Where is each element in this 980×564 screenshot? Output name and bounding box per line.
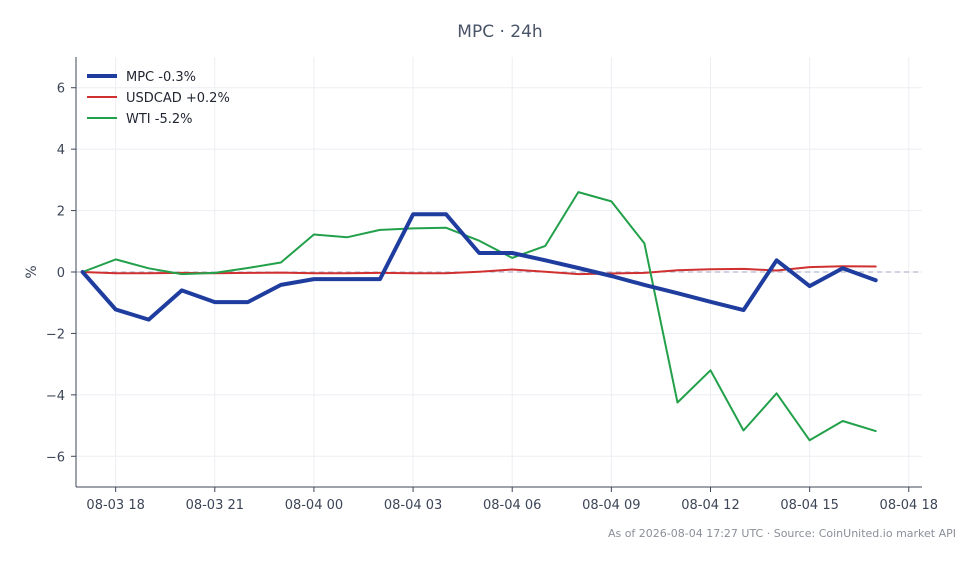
y-tick-label: −4 xyxy=(46,389,65,404)
chart-title: MPC · 24h xyxy=(457,22,542,42)
series-line-mpc xyxy=(80,212,878,322)
y-tick-label: −2 xyxy=(46,327,65,342)
x-tick-label: 08-04 12 xyxy=(681,498,739,513)
x-tick-label: 08-04 18 xyxy=(880,498,938,513)
x-tick-label: 08-04 03 xyxy=(384,498,442,513)
y-axis-label: % xyxy=(24,265,40,278)
x-tick-label: 08-03 21 xyxy=(186,498,244,513)
x-tick-label: 08-04 00 xyxy=(285,498,343,513)
legend-label-wti: WTI -5.2% xyxy=(126,112,192,127)
y-tick-label: 2 xyxy=(57,205,65,220)
axes xyxy=(71,57,922,492)
y-tick-label: 6 xyxy=(57,82,65,97)
y-tick-label: 4 xyxy=(57,143,65,158)
footer-source: As of 2026-08-04 17:27 UTC · Source: Coi… xyxy=(608,527,956,540)
x-tick-label: 08-04 15 xyxy=(780,498,838,513)
series-line-wti xyxy=(81,191,877,442)
y-tick-label: −6 xyxy=(46,450,65,465)
legend: MPC -0.3% USDCAD +0.2% WTI -5.2% xyxy=(87,70,230,127)
legend-label-mpc: MPC -0.3% xyxy=(126,70,196,85)
x-tick-label: 08-04 06 xyxy=(483,498,541,513)
legend-label-usdcad: USDCAD +0.2% xyxy=(126,91,230,106)
x-tick-label: 08-03 18 xyxy=(86,498,144,513)
tick-labels: 6 4 2 0 −2 −4 −6 08-03 18 08-03 21 08-04 00 08-04 … xyxy=(46,82,938,513)
x-tick-label: 08-04 09 xyxy=(582,498,640,513)
series-lines xyxy=(80,191,878,442)
y-tick-label: 0 xyxy=(57,266,65,281)
